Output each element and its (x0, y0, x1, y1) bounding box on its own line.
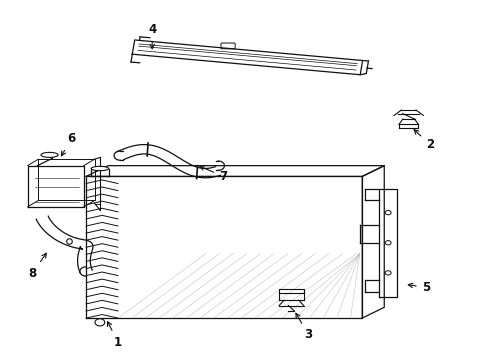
Text: 5: 5 (408, 281, 430, 294)
Ellipse shape (91, 166, 109, 171)
Text: 2: 2 (414, 130, 434, 150)
Circle shape (385, 240, 391, 245)
Circle shape (95, 319, 105, 326)
Text: 3: 3 (296, 313, 313, 341)
Text: 7: 7 (200, 166, 227, 183)
Text: 8: 8 (28, 253, 46, 280)
FancyBboxPatch shape (221, 43, 235, 49)
Text: 1: 1 (108, 321, 122, 348)
Text: 6: 6 (61, 132, 75, 156)
Circle shape (385, 271, 391, 275)
Text: 4: 4 (148, 23, 156, 49)
Circle shape (385, 211, 391, 215)
Ellipse shape (41, 152, 58, 157)
